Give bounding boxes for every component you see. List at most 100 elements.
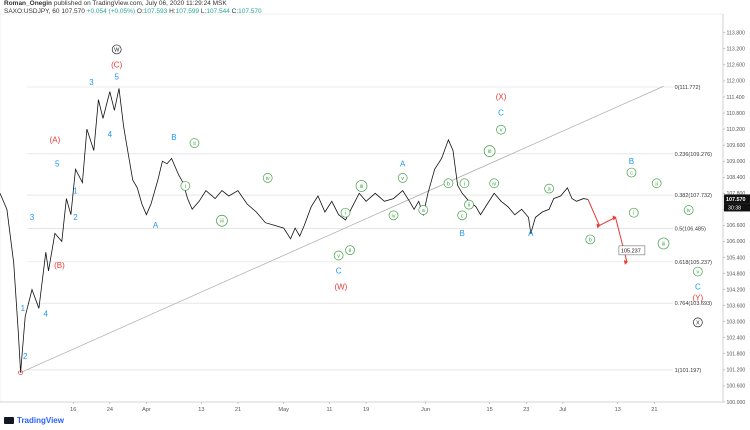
- wave-label: 4: [44, 309, 49, 318]
- wave-label: iv: [266, 176, 270, 182]
- wave-label-circle: [683, 205, 694, 215]
- wave-label: i: [633, 211, 634, 217]
- high-label: H:: [169, 8, 176, 15]
- price-tick-label: 112.600: [727, 63, 745, 69]
- tradingview-logo[interactable]: TradingView: [4, 416, 64, 425]
- wave-label-circle: [544, 183, 554, 194]
- wave-label: ii: [193, 141, 195, 147]
- wave-label: c: [461, 213, 464, 219]
- chart-header: Roman_Onegin published on TradingView.co…: [4, 0, 262, 16]
- wave-label-circle: [692, 266, 703, 277]
- projection-arrowhead: [623, 259, 628, 265]
- last-price: 107.570: [61, 8, 85, 15]
- fib-level-label: 0.764(103.693): [675, 301, 712, 307]
- price-tick-label: 105.400: [727, 255, 746, 261]
- wave-label: B: [459, 229, 464, 238]
- time-tick-label: May: [278, 407, 289, 413]
- fib-retracement[interactable]: 0(111.772) 0.236(109.276) 0.382(107.732) 0.…: [27, 85, 712, 374]
- fib-level-label: 1(101.197): [675, 368, 702, 374]
- projection-arrowhead: [612, 215, 617, 221]
- wave-label: W: [114, 47, 120, 53]
- wave-label-circle: [443, 178, 454, 189]
- wave-label: v: [500, 128, 503, 134]
- wave-label: (A): [50, 135, 61, 144]
- wave-label: (W): [334, 283, 347, 292]
- price-axis[interactable]: 100.000 100.600 101.200 101.800 102.400 103.0…: [722, 14, 750, 406]
- wave-label: 4: [108, 130, 113, 139]
- price-tick-label: 113.800: [727, 31, 745, 37]
- price-series: [0, 88, 589, 373]
- wave-label-circle: [626, 167, 637, 178]
- projection-path[interactable]: 105.237: [587, 199, 646, 265]
- wave-label: (X): [496, 93, 507, 102]
- close-label: C:: [231, 8, 239, 15]
- wave-label: 5: [55, 160, 60, 169]
- wave-label: iii: [220, 219, 224, 225]
- wave-label: X: [696, 320, 700, 326]
- wave-label-circle: [657, 237, 670, 250]
- wave-label: i: [345, 211, 346, 217]
- wave-label-circle: [692, 317, 703, 328]
- wave-label: b: [447, 181, 450, 187]
- projection-arrow[interactable]: [587, 199, 628, 263]
- trend-line[interactable]: [20, 85, 664, 373]
- low-value: 107.544: [206, 8, 230, 15]
- wave-label: v: [696, 270, 699, 276]
- wave-label: B: [171, 133, 176, 142]
- author-name[interactable]: Roman_Onegin: [4, 0, 53, 7]
- time-axis[interactable]: 16 24 Apr 13 21 May 11 19 Jun 15 23 Jul 13 21: [0, 401, 723, 413]
- wave-label-circle: [464, 199, 474, 210]
- wave-label: 5: [114, 73, 119, 82]
- wave-label: 2: [23, 352, 28, 361]
- open-value: 107.593: [143, 8, 168, 15]
- time-tick-label: 13: [615, 407, 621, 413]
- projection-target-label: 105.237: [621, 248, 641, 254]
- wave-label: i: [464, 181, 465, 187]
- wave-label-circle: [496, 124, 506, 135]
- wave-label-circle: [388, 210, 399, 221]
- time-tick-label: 13: [198, 407, 204, 413]
- price-tick-label: 100.600: [727, 384, 746, 390]
- wave-label-circle: [111, 44, 122, 55]
- wave-label: i: [185, 184, 186, 190]
- wave-label-circle: [397, 173, 408, 183]
- trendline-anchor[interactable]: [18, 370, 23, 375]
- wave-label: iv: [687, 208, 691, 214]
- price-tick-label: 101.800: [727, 352, 746, 358]
- wave-label: A: [400, 160, 406, 169]
- wave-label: 1: [73, 186, 78, 195]
- wave-label: ii: [349, 248, 351, 254]
- wave-label: C: [695, 283, 701, 292]
- wave-label-circle: [189, 138, 200, 148]
- fib-level-label: 0.382(107.732): [675, 193, 712, 199]
- wave-label-circle: [628, 207, 639, 218]
- fib-level-label: 0.236(109.276): [675, 152, 712, 158]
- wave-label-circle: [489, 178, 500, 189]
- wave-label: c: [630, 171, 633, 177]
- wave-label: iii: [360, 184, 364, 190]
- symbol-label[interactable]: SAXO:USDJPY, 60: [4, 8, 60, 15]
- wave-label-circle: [585, 234, 596, 245]
- low-label: L:: [200, 8, 207, 15]
- wave-label-circle: [457, 210, 468, 221]
- price-tick-label: 108.400: [727, 175, 746, 181]
- price-tick-label: 104.800: [727, 271, 746, 277]
- wave-label: iii: [488, 149, 492, 155]
- publish-info: published on TradingView.com, July 06, 2…: [53, 0, 227, 7]
- price-change: +0.054 (+0.05%): [86, 8, 136, 15]
- wave-label-circle: [340, 207, 351, 218]
- fib-level-label: 0.5(106.485): [675, 226, 706, 232]
- wave-label-circle: [216, 214, 228, 227]
- time-tick-label: 11: [327, 407, 333, 413]
- wave-label: iv: [392, 213, 396, 219]
- wave-label: v: [337, 254, 340, 260]
- wave-label-circle: [345, 245, 355, 256]
- projection-target-box: [618, 245, 646, 256]
- wave-label: A: [528, 229, 534, 238]
- time-tick-label: Apr: [142, 407, 151, 413]
- wave-label: iii: [662, 241, 666, 247]
- wave-labels: W(C)354(A)5123(B)412BiiiiiiivAiiivC(W)ii…: [21, 44, 703, 361]
- time-tick-label: 21: [651, 407, 657, 413]
- time-tick-label: Jun: [421, 407, 430, 413]
